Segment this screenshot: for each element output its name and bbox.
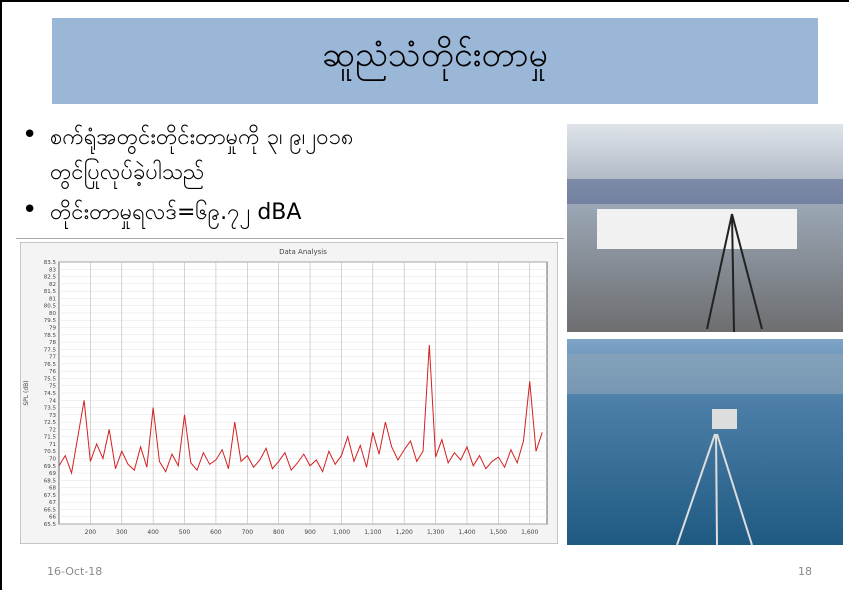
footer-date: 16-Oct-18 [47,565,103,578]
y-tick-label: 79.5 [44,318,57,324]
y-tick-label: 68.5 [44,478,57,484]
y-tick-label: 68 [49,486,56,492]
y-tick-label: 70 [49,457,56,463]
x-tick-label: 600 [210,529,222,536]
y-tick-label: 78 [49,340,56,346]
y-tick-label: 73 [49,413,56,419]
y-tick-label: 77.5 [44,347,57,353]
y-tick-label: 75 [49,384,56,390]
y-tick-label: 71 [49,442,56,448]
y-tick-label: 83.5 [44,260,57,266]
y-tick-label: 71.5 [44,435,57,441]
x-tick-label: 1,200 [396,529,413,536]
y-tick-label: 69 [49,471,56,477]
y-tick-label: 82 [49,282,56,288]
y-tick-label: 76.5 [44,362,57,368]
y-tick-label: 80 [49,311,56,317]
chart-title: Data Analysis [279,248,327,256]
factory-photo [567,124,843,332]
x-tick-label: 1,600 [521,529,538,536]
y-tick-label: 76 [49,369,56,375]
y-tick-label: 77 [49,355,56,361]
y-tick-label: 75.5 [44,376,57,382]
x-tick-label: 400 [147,529,159,536]
y-tick-label: 79 [49,326,56,332]
chart: Data Analysis SPL (dB) 65.56666.56767.56… [20,242,558,544]
data-line [58,344,543,476]
divider [16,238,564,239]
y-tick-label: 66 [49,515,56,521]
bullet-text: တိုင်းတာမှုရလဒ်=၆၉.၇၂ dBA [50,200,302,225]
y-tick-label: 74 [49,398,56,404]
y-tick-label: 67 [49,500,56,506]
y-tick-label: 72.5 [44,420,57,426]
x-tick-label: 1,500 [490,529,507,536]
y-tick-label: 67.5 [44,493,57,499]
y-tick-label: 69.5 [44,464,57,470]
y-tick-label: 82.5 [44,275,57,281]
x-tick-label: 1,300 [427,529,444,536]
x-tick-label: 1,000 [333,529,350,536]
bullet-text: စက်ရုံအတွင်းတိုင်းတာမှုကို ၃၊ ၉၊၂၀၁၈ [50,125,354,150]
x-tick-label: 900 [304,529,316,536]
y-tick-label: 72 [49,427,56,433]
bullet-text: တွင်ပြုလုပ်ခဲ့ပါသည် [50,160,205,185]
x-tick-label: 300 [116,529,128,536]
y-tick-label: 65.5 [44,522,57,528]
y-tick-label: 81 [49,296,56,302]
y-axis-label: SPL (dB) [23,380,30,405]
y-tick-label: 70.5 [44,449,57,455]
y-tick-label: 74.5 [44,391,57,397]
x-tick-label: 200 [85,529,97,536]
bullet-dot: • [22,195,38,225]
floor-photo [567,339,843,545]
y-tick-label: 73.5 [44,406,57,412]
y-tick-label: 78.5 [44,333,57,339]
slide-title: ဆူညံသံတိုင်းတာမှု [322,35,548,75]
page-number: 18 [798,565,812,578]
x-tick-label: 800 [273,529,285,536]
y-tick-label: 83 [49,267,56,273]
y-tick-label: 66.5 [44,507,57,513]
x-tick-label: 1,400 [458,529,475,536]
x-tick-label: 700 [242,529,254,536]
x-tick-label: 500 [179,529,191,536]
bullet-dot: • [22,120,38,150]
y-tick-label: 81.5 [44,289,57,295]
y-tick-label: 80.5 [44,304,57,310]
x-tick-label: 1,100 [364,529,381,536]
title-box [52,18,818,104]
